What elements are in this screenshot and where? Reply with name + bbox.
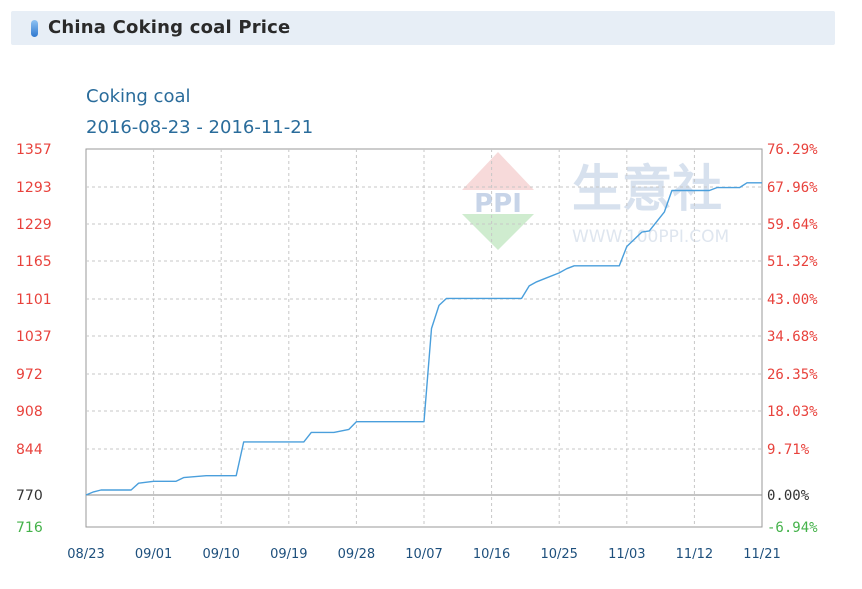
x-tick-label: 11/03: [608, 547, 645, 562]
x-tick-label: 08/23: [67, 547, 104, 562]
x-tick-label: 11/21: [743, 547, 780, 562]
y-tick-label-left: 1357: [16, 142, 52, 158]
y-tick-label-right: 26.35%: [767, 367, 818, 383]
y-tick-label-right: 51.32%: [767, 254, 818, 270]
chart-title: Coking coal: [86, 86, 191, 107]
y-tick-label-right: 9.71%: [767, 442, 810, 458]
y-tick-label-left: 972: [16, 367, 43, 383]
price-series-line: [85, 182, 762, 496]
x-tick-label: 10/07: [405, 547, 442, 562]
x-tick-label: 10/25: [540, 547, 577, 562]
watermark-logo-bottom: [462, 214, 534, 250]
x-tick-label: 09/10: [202, 547, 239, 562]
x-tick-label: 09/19: [270, 547, 307, 562]
x-axis: 08/23 09/01 09/10 09/19 09/28 10/07 10/16 10/25…: [67, 547, 780, 562]
y-tick-label-left: 770: [16, 488, 43, 504]
watermark: PPI 生意社 WWW.100PPI.COM: [462, 152, 729, 250]
y-tick-label-left: 716: [16, 520, 43, 536]
right-axis: 76.29% 67.96% 59.64% 51.32% 43.00% 34.68% 26.3…: [767, 142, 818, 536]
y-tick-label-left: 1229: [16, 217, 52, 233]
y-tick-label-left: 908: [16, 404, 43, 420]
x-tick-label: 09/01: [135, 547, 172, 562]
y-tick-label-left: 1165: [16, 254, 52, 270]
y-tick-label-left: 1101: [16, 292, 52, 308]
y-tick-label-right: 18.03%: [767, 404, 818, 420]
y-tick-label-right: 59.64%: [767, 217, 818, 233]
y-tick-label-right: 0.00%: [767, 488, 810, 504]
chart-grid: [85, 148, 763, 528]
page-title: China Coking coal Price: [48, 17, 291, 38]
title-bar: China Coking coal Price: [11, 11, 835, 45]
watermark-logo-top: [462, 152, 534, 190]
y-tick-label-right: -6.94%: [767, 520, 818, 536]
left-axis: 1357 1293 1229 1165 1101 1037 972 908 844 770 716: [16, 142, 52, 536]
y-tick-label-right: 67.96%: [767, 180, 818, 196]
y-tick-label-left: 1037: [16, 329, 52, 345]
x-tick-label: 09/28: [338, 547, 375, 562]
watermark-brand: 生意社: [572, 160, 722, 218]
chart-plot: [85, 182, 762, 496]
y-tick-label-left: 844: [16, 442, 43, 458]
y-tick-label-right: 34.68%: [767, 329, 818, 345]
y-tick-label-left: 1293: [16, 180, 52, 196]
x-tick-label: 11/12: [676, 547, 713, 562]
watermark-logo-text: PPI: [474, 189, 522, 219]
watermark-url: WWW.100PPI.COM: [572, 227, 729, 247]
y-tick-label-right: 76.29%: [767, 142, 818, 158]
x-tick-label: 10/16: [473, 547, 510, 562]
chart-date-range: 2016-08-23 - 2016-11-21: [86, 117, 314, 138]
title-bullet-icon: [31, 20, 38, 37]
y-tick-label-right: 43.00%: [767, 292, 818, 308]
